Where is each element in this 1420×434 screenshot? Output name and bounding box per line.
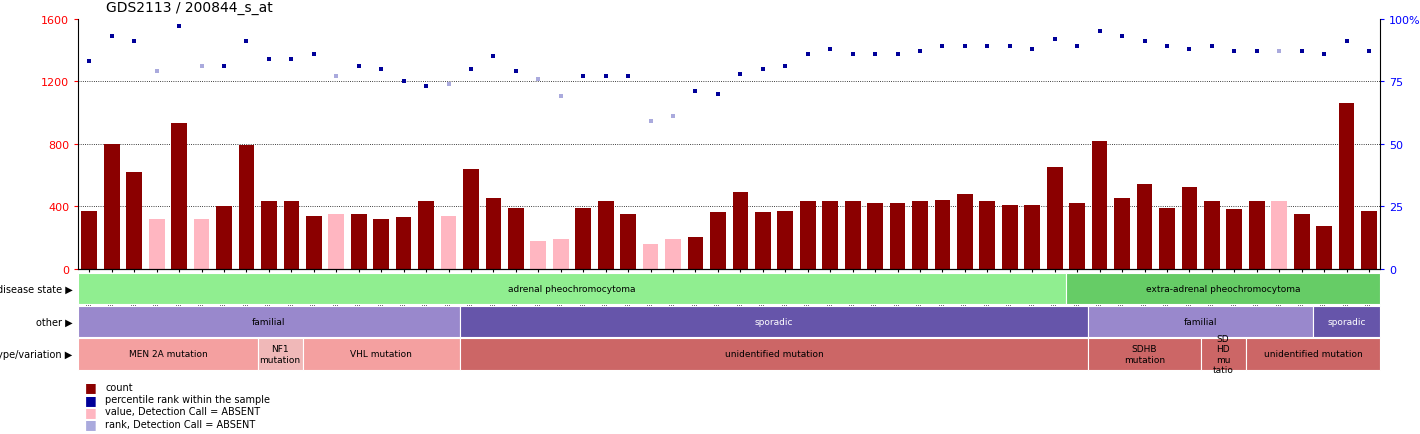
Text: ■: ■ (85, 417, 97, 430)
Bar (1271, 202, 1287, 269)
Text: disease state ▶: disease state ▶ (0, 284, 72, 294)
Bar (81, 211, 97, 269)
Text: extra-adrenal pheochromocytoma: extra-adrenal pheochromocytoma (1146, 285, 1301, 293)
Bar (239, 146, 254, 269)
Bar (1294, 214, 1309, 269)
Text: other ▶: other ▶ (36, 317, 72, 326)
Bar (868, 204, 883, 269)
Bar (1069, 204, 1085, 269)
Bar (508, 208, 524, 269)
Text: value, Detection Call = ABSENT: value, Detection Call = ABSENT (105, 407, 260, 416)
Text: genotype/variation ▶: genotype/variation ▶ (0, 349, 72, 359)
Bar (486, 199, 501, 269)
Bar (1250, 202, 1265, 269)
Text: unidentified mutation: unidentified mutation (724, 350, 824, 358)
Text: ■: ■ (85, 405, 97, 418)
Bar (777, 211, 794, 269)
Bar (440, 216, 456, 269)
Bar (799, 202, 815, 269)
Bar (193, 219, 209, 269)
Text: sporadic: sporadic (755, 317, 794, 326)
Text: GDS2113 / 200844_s_at: GDS2113 / 200844_s_at (106, 1, 273, 15)
Bar (261, 202, 277, 269)
Text: ■: ■ (85, 393, 97, 406)
Bar (1003, 205, 1018, 269)
Bar (149, 219, 165, 269)
Bar (1159, 208, 1174, 269)
Bar (710, 213, 726, 269)
Bar (845, 202, 861, 269)
Text: NF1
mutation: NF1 mutation (260, 345, 301, 364)
Bar (1316, 227, 1332, 269)
Bar (957, 194, 973, 269)
Bar (463, 169, 479, 269)
Bar (1181, 188, 1197, 269)
Bar (396, 217, 412, 269)
Bar (284, 202, 300, 269)
Bar (665, 240, 682, 269)
Bar (1204, 202, 1220, 269)
Bar (351, 214, 366, 269)
Bar (328, 214, 344, 269)
Bar (621, 214, 636, 269)
Bar (733, 193, 748, 269)
Bar (126, 172, 142, 269)
Bar (1136, 185, 1153, 269)
Bar (598, 202, 613, 269)
Text: unidentified mutation: unidentified mutation (1264, 350, 1362, 358)
Bar (912, 202, 927, 269)
Bar (552, 240, 568, 269)
Bar (305, 216, 322, 269)
Bar (373, 219, 389, 269)
Text: sporadic: sporadic (1328, 317, 1366, 326)
Text: adrenal pheochromocytoma: adrenal pheochromocytoma (508, 285, 636, 293)
Bar (531, 241, 547, 269)
Bar (822, 202, 838, 269)
Text: rank, Detection Call = ABSENT: rank, Detection Call = ABSENT (105, 419, 256, 428)
Bar (1339, 104, 1355, 269)
Bar (1047, 168, 1062, 269)
Text: ■: ■ (85, 381, 97, 394)
Bar (1024, 205, 1039, 269)
Bar (1227, 210, 1242, 269)
Text: MEN 2A mutation: MEN 2A mutation (129, 350, 207, 358)
Bar (755, 213, 771, 269)
Bar (687, 238, 703, 269)
Text: count: count (105, 382, 132, 392)
Bar (575, 208, 591, 269)
Bar (934, 201, 950, 269)
Text: VHL mutation: VHL mutation (351, 350, 412, 358)
Text: SD
HD
mu
tatio: SD HD mu tatio (1213, 334, 1234, 374)
Bar (104, 144, 119, 269)
Text: familial: familial (1184, 317, 1217, 326)
Bar (980, 202, 995, 269)
Bar (643, 244, 659, 269)
Bar (1092, 141, 1108, 269)
Bar (172, 124, 187, 269)
Bar (890, 204, 906, 269)
Bar (419, 202, 435, 269)
Text: familial: familial (253, 317, 285, 326)
Bar (1362, 211, 1377, 269)
Text: SDHB
mutation: SDHB mutation (1125, 345, 1164, 364)
Text: percentile rank within the sample: percentile rank within the sample (105, 395, 270, 404)
Bar (1115, 199, 1130, 269)
Bar (216, 207, 231, 269)
